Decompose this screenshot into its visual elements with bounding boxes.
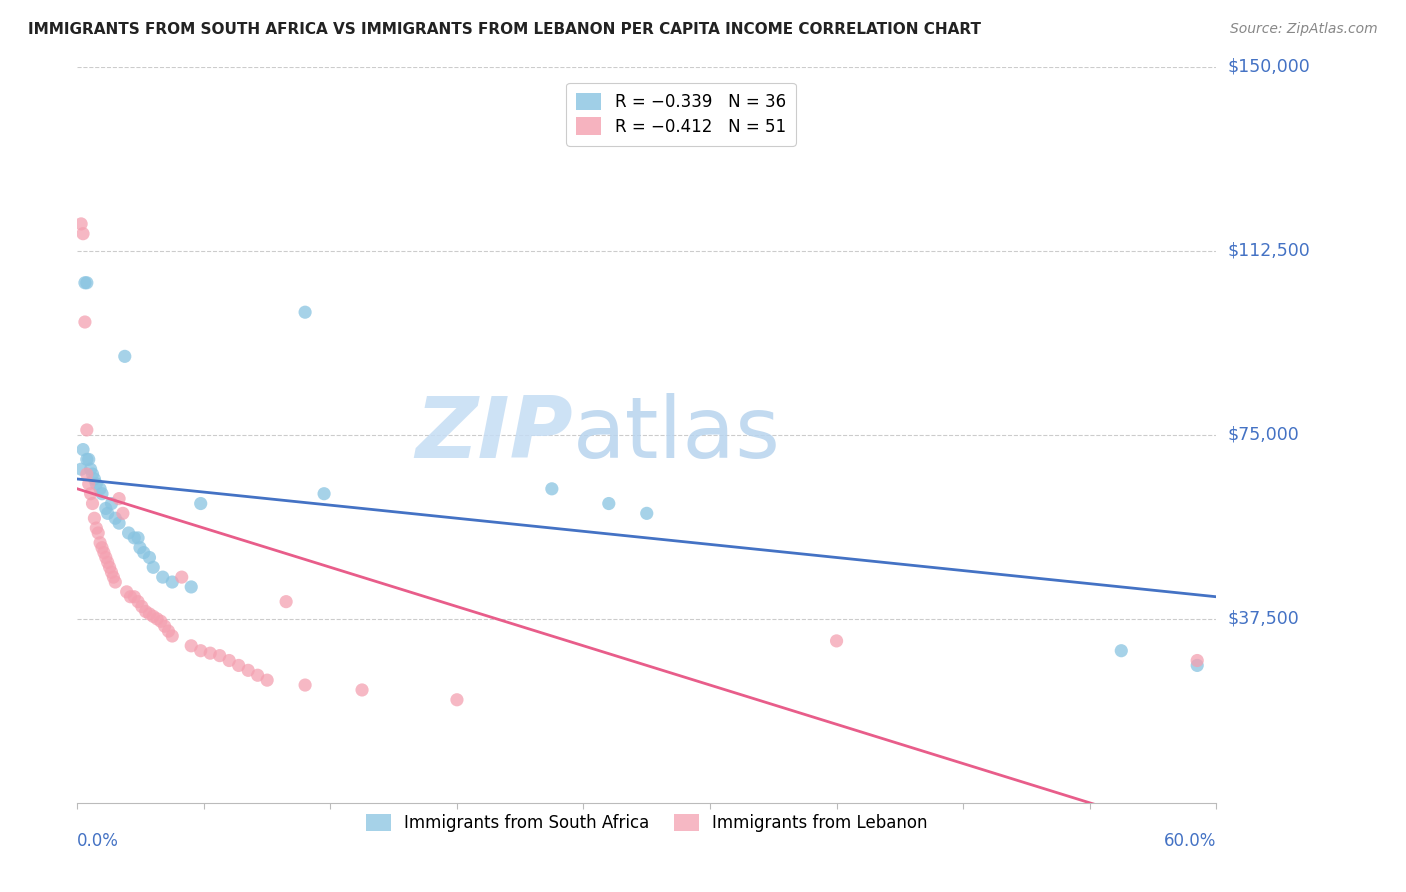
Point — [76, 276, 98, 290]
Point — [246, 668, 269, 682]
Point — [138, 550, 160, 565]
Point — [70, 462, 93, 476]
Point — [636, 506, 658, 520]
Point — [190, 644, 212, 658]
Point — [76, 467, 98, 482]
Point — [77, 452, 100, 467]
Text: 0.0%: 0.0% — [77, 832, 120, 850]
Point — [208, 648, 231, 663]
Point — [98, 560, 121, 574]
Point — [117, 525, 139, 540]
Point — [94, 550, 117, 565]
Point — [108, 491, 131, 506]
Point — [142, 560, 165, 574]
Point — [97, 555, 120, 570]
Point — [70, 217, 93, 231]
Text: $150,000: $150,000 — [1227, 58, 1310, 76]
Point — [294, 678, 316, 692]
Point — [129, 541, 152, 555]
Text: 60.0%: 60.0% — [1164, 832, 1216, 850]
Point — [79, 462, 101, 476]
Point — [73, 315, 96, 329]
Point — [1111, 644, 1133, 658]
Point — [153, 619, 176, 633]
Point — [76, 452, 98, 467]
Point — [132, 545, 155, 560]
Point — [1187, 658, 1209, 673]
Point — [162, 629, 183, 643]
Point — [127, 531, 149, 545]
Point — [108, 516, 131, 530]
Point — [228, 658, 250, 673]
Point — [120, 590, 142, 604]
Point — [124, 531, 146, 545]
Point — [100, 566, 122, 580]
Legend: Immigrants from South Africa, Immigrants from Lebanon: Immigrants from South Africa, Immigrants… — [359, 807, 935, 838]
Text: ZIP: ZIP — [415, 393, 572, 476]
Point — [83, 511, 105, 525]
Point — [276, 594, 298, 608]
Point — [157, 624, 180, 639]
Point — [190, 496, 212, 510]
Point — [138, 607, 160, 621]
Point — [91, 487, 114, 501]
Point — [104, 511, 127, 525]
Point — [77, 476, 100, 491]
Point — [124, 590, 146, 604]
Point — [72, 442, 94, 457]
Point — [104, 574, 127, 589]
Point — [131, 599, 153, 614]
Point — [73, 276, 96, 290]
Point — [127, 594, 149, 608]
Point — [541, 482, 564, 496]
Point — [94, 501, 117, 516]
Text: $112,500: $112,500 — [1227, 242, 1310, 260]
Point — [598, 496, 620, 510]
Point — [256, 673, 278, 687]
Point — [93, 545, 115, 560]
Point — [114, 349, 136, 364]
Point — [87, 525, 110, 540]
Point — [446, 692, 468, 706]
Point — [200, 646, 222, 660]
Point — [149, 614, 172, 628]
Point — [162, 574, 183, 589]
Point — [1187, 653, 1209, 667]
Text: $75,000: $75,000 — [1227, 425, 1299, 444]
Text: IMMIGRANTS FROM SOUTH AFRICA VS IMMIGRANTS FROM LEBANON PER CAPITA INCOME CORREL: IMMIGRANTS FROM SOUTH AFRICA VS IMMIGRAN… — [28, 22, 981, 37]
Point — [352, 683, 374, 698]
Text: $37,500: $37,500 — [1227, 610, 1299, 628]
Point — [218, 653, 240, 667]
Point — [76, 423, 98, 437]
Text: Source: ZipAtlas.com: Source: ZipAtlas.com — [1230, 22, 1378, 37]
Point — [294, 305, 316, 319]
Point — [238, 664, 260, 678]
Point — [170, 570, 193, 584]
Point — [82, 467, 104, 482]
Point — [89, 535, 111, 549]
Point — [79, 487, 101, 501]
Point — [86, 521, 108, 535]
Point — [146, 612, 169, 626]
Point — [180, 580, 202, 594]
Point — [83, 472, 105, 486]
Point — [103, 570, 125, 584]
Point — [115, 585, 138, 599]
Point — [152, 570, 174, 584]
Point — [135, 605, 157, 619]
Point — [72, 227, 94, 241]
Point — [825, 633, 848, 648]
Point — [142, 609, 165, 624]
Text: atlas: atlas — [572, 393, 780, 476]
Point — [180, 639, 202, 653]
Point — [111, 506, 134, 520]
Point — [314, 487, 336, 501]
Point — [86, 476, 108, 491]
Point — [91, 541, 114, 555]
Point — [97, 506, 120, 520]
Point — [82, 496, 104, 510]
Point — [100, 496, 122, 510]
Point — [89, 482, 111, 496]
